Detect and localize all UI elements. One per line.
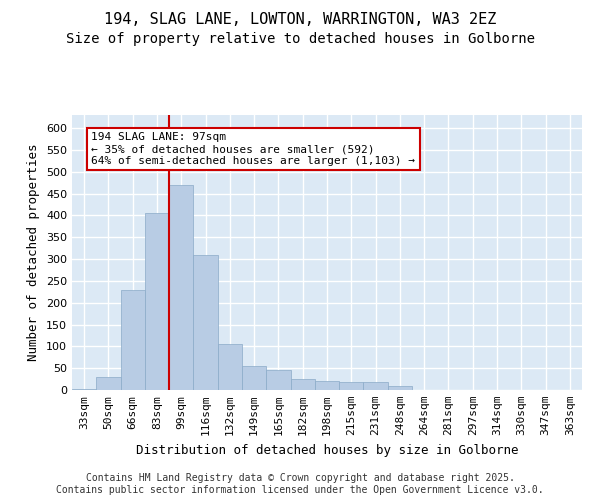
Bar xyxy=(72,389,96,390)
Bar xyxy=(193,254,218,390)
Text: 194 SLAG LANE: 97sqm
← 35% of detached houses are smaller (592)
64% of semi-deta: 194 SLAG LANE: 97sqm ← 35% of detached h… xyxy=(91,132,415,166)
Text: Contains HM Land Registry data © Crown copyright and database right 2025.
Contai: Contains HM Land Registry data © Crown c… xyxy=(56,474,544,495)
Text: Size of property relative to detached houses in Golborne: Size of property relative to detached ho… xyxy=(65,32,535,46)
Bar xyxy=(218,344,242,390)
Bar xyxy=(266,370,290,390)
X-axis label: Distribution of detached houses by size in Golborne: Distribution of detached houses by size … xyxy=(136,444,518,456)
Y-axis label: Number of detached properties: Number of detached properties xyxy=(28,144,40,361)
Bar xyxy=(290,379,315,390)
Text: 194, SLAG LANE, LOWTON, WARRINGTON, WA3 2EZ: 194, SLAG LANE, LOWTON, WARRINGTON, WA3 … xyxy=(104,12,496,28)
Bar xyxy=(315,382,339,390)
Bar xyxy=(96,377,121,390)
Bar xyxy=(388,386,412,390)
Bar xyxy=(121,290,145,390)
Bar xyxy=(242,366,266,390)
Bar xyxy=(339,382,364,390)
Bar xyxy=(364,382,388,390)
Bar xyxy=(145,213,169,390)
Bar xyxy=(169,185,193,390)
